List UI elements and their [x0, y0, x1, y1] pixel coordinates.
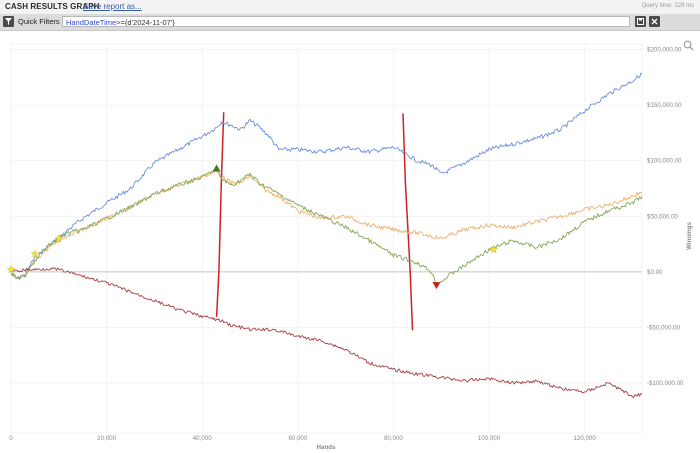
triangle-up-marker [212, 164, 221, 172]
filter-value: >={d'2024-11-07'} [116, 18, 175, 27]
star-marker [489, 245, 499, 254]
marker-layer [6, 164, 499, 290]
y-tick-label: -$50,000.00 [647, 324, 681, 331]
annotation-line [402, 113, 414, 331]
star-marker [30, 249, 40, 258]
y-tick-label: $0.00 [647, 269, 663, 276]
series-layer [10, 72, 643, 399]
series-line-non-showdown [10, 267, 643, 399]
x-tick-label: 0 [9, 435, 13, 442]
series-line-net-won [10, 167, 643, 288]
annotation-line [215, 112, 225, 318]
close-icon [651, 18, 658, 25]
triangle-down-marker [432, 282, 441, 290]
zoom-button[interactable] [683, 38, 694, 51]
clear-filter-button[interactable] [649, 16, 660, 27]
zoom-icon [683, 40, 694, 51]
series-line-winnings [10, 72, 643, 280]
star-marker [54, 234, 64, 243]
filter-bar: Quick Filters HandDateTime>={d'2024-11-0… [0, 14, 700, 31]
series-line-showdown [10, 170, 643, 279]
x-tick-label: 60,000 [288, 435, 307, 442]
y-tick-label: -$100,000.00 [647, 380, 684, 387]
x-tick-label: 80,000 [384, 435, 403, 442]
x-axis-label: Hands [317, 444, 336, 451]
x-tick-label: 20,000 [97, 435, 116, 442]
x-tick-label: 40,000 [193, 435, 212, 442]
save-filter-button[interactable] [635, 16, 646, 27]
page-title: CASH RESULTS GRAPH [5, 2, 100, 11]
y-tick-label: $100,000.00 [647, 158, 682, 165]
annotation-layer [215, 112, 414, 331]
chart-grid [10, 43, 643, 434]
quick-filters-button[interactable]: Quick Filters [3, 16, 60, 28]
y-tick-label: $50,000.00 [647, 213, 679, 220]
x-axis-ticks: 0 20,000 40,000 60,000 80,000 100,000 120,000 [9, 435, 596, 442]
filter-icon [3, 16, 14, 27]
y-axis-label: Winnings [686, 222, 693, 250]
y-tick-label: $150,000.00 [647, 102, 682, 109]
filter-expression-input[interactable]: HandDateTime>={d'2024-11-07'} [62, 16, 630, 27]
plot-frame [10, 43, 643, 434]
y-tick-label: $200,000.00 [647, 47, 682, 54]
quick-filters-label: Quick Filters [18, 17, 60, 26]
x-tick-label: 100,000 [478, 435, 501, 442]
save-report-link[interactable]: Save report as... [83, 2, 142, 11]
filter-field: HandDateTime [66, 18, 117, 27]
x-tick-label: 120,000 [573, 435, 596, 442]
y-axis-ticks: $200,000.00 $150,000.00 $100,000.00 $50,000… [647, 47, 684, 387]
save-icon [637, 18, 644, 25]
query-time: Query time: 229 ms [641, 3, 694, 9]
star-marker [6, 265, 16, 274]
